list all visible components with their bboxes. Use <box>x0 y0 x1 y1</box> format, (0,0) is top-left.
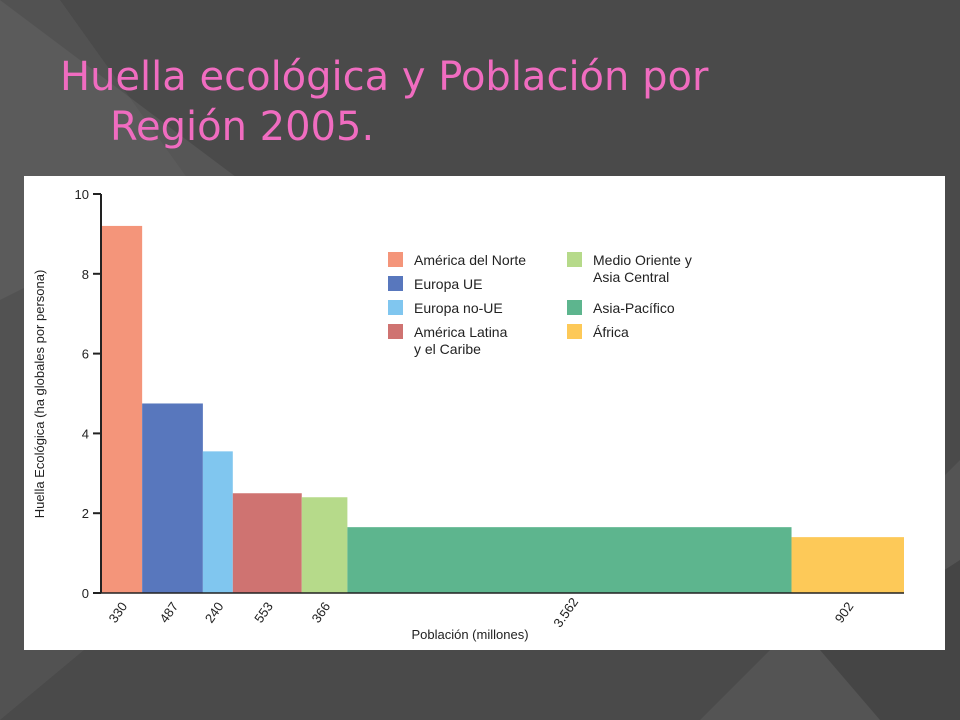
legend-label: Medio Oriente y <box>593 252 692 268</box>
legend-swatch <box>388 276 403 291</box>
legend-label: y el Caribe <box>414 341 481 357</box>
legend-swatch <box>567 324 582 339</box>
y-tick-label: 4 <box>82 426 89 441</box>
slide-title: Huella ecológica y Población por Región … <box>60 52 820 152</box>
y-tick-label: 2 <box>82 506 89 521</box>
y-tick-label: 10 <box>75 187 89 202</box>
x-tick-label: 366 <box>309 599 334 625</box>
legend-swatch <box>388 300 403 315</box>
legend-label: Asia-Pacífico <box>593 300 675 316</box>
legend-label: África <box>593 324 629 340</box>
bar-5 <box>347 527 792 593</box>
slide-title-line1: Huella ecológica y Población por <box>60 54 709 100</box>
legend-label: Asia Central <box>593 269 669 285</box>
chart: 0 2 4 6 8 10 330 487 240 553 366 3.562 902 Huella E… <box>32 187 904 642</box>
legend-swatch <box>567 300 582 315</box>
legend-label: Europa no-UE <box>414 300 503 316</box>
legend-label: América Latina <box>414 324 508 340</box>
bar-2 <box>202 451 233 593</box>
axes-group <box>93 194 904 594</box>
x-tick-label: 3.562 <box>550 595 581 630</box>
x-tick-label: 553 <box>251 599 276 625</box>
chart-panel: 0 2 4 6 8 10 330 487 240 553 366 3.562 902 Huella E… <box>24 176 945 650</box>
x-tick-label: 902 <box>832 599 857 625</box>
slide-title-line2: Región 2005. <box>110 104 375 150</box>
legend-label: América del Norte <box>414 252 526 268</box>
x-tick-label: 330 <box>106 599 131 625</box>
y-axis-label: Huella Ecológica (ha globales por person… <box>32 270 47 519</box>
bar-3 <box>232 493 302 593</box>
x-tick-label: 240 <box>202 599 227 625</box>
y-ticks-group: 0 2 4 6 8 10 <box>75 187 101 601</box>
x-ticks-group: 330 487 240 553 366 3.562 902 <box>106 595 857 630</box>
bar-6 <box>791 537 904 593</box>
y-tick-label: 6 <box>82 347 89 362</box>
legend-swatch <box>567 252 582 267</box>
y-tick-label: 8 <box>82 267 89 282</box>
bar-1 <box>142 403 203 593</box>
x-axis-label: Población (millones) <box>411 627 528 642</box>
legend-swatch <box>388 252 403 267</box>
bars-group <box>101 225 904 594</box>
y-tick-label: 0 <box>82 586 89 601</box>
legend-label: Europa UE <box>414 276 482 292</box>
bar-4 <box>301 497 348 593</box>
x-tick-label: 487 <box>156 599 181 625</box>
legend-swatch <box>388 324 403 339</box>
bar-0 <box>101 225 143 594</box>
legend: América del Norte Europa UE Europa no-UE Am… <box>388 252 692 357</box>
